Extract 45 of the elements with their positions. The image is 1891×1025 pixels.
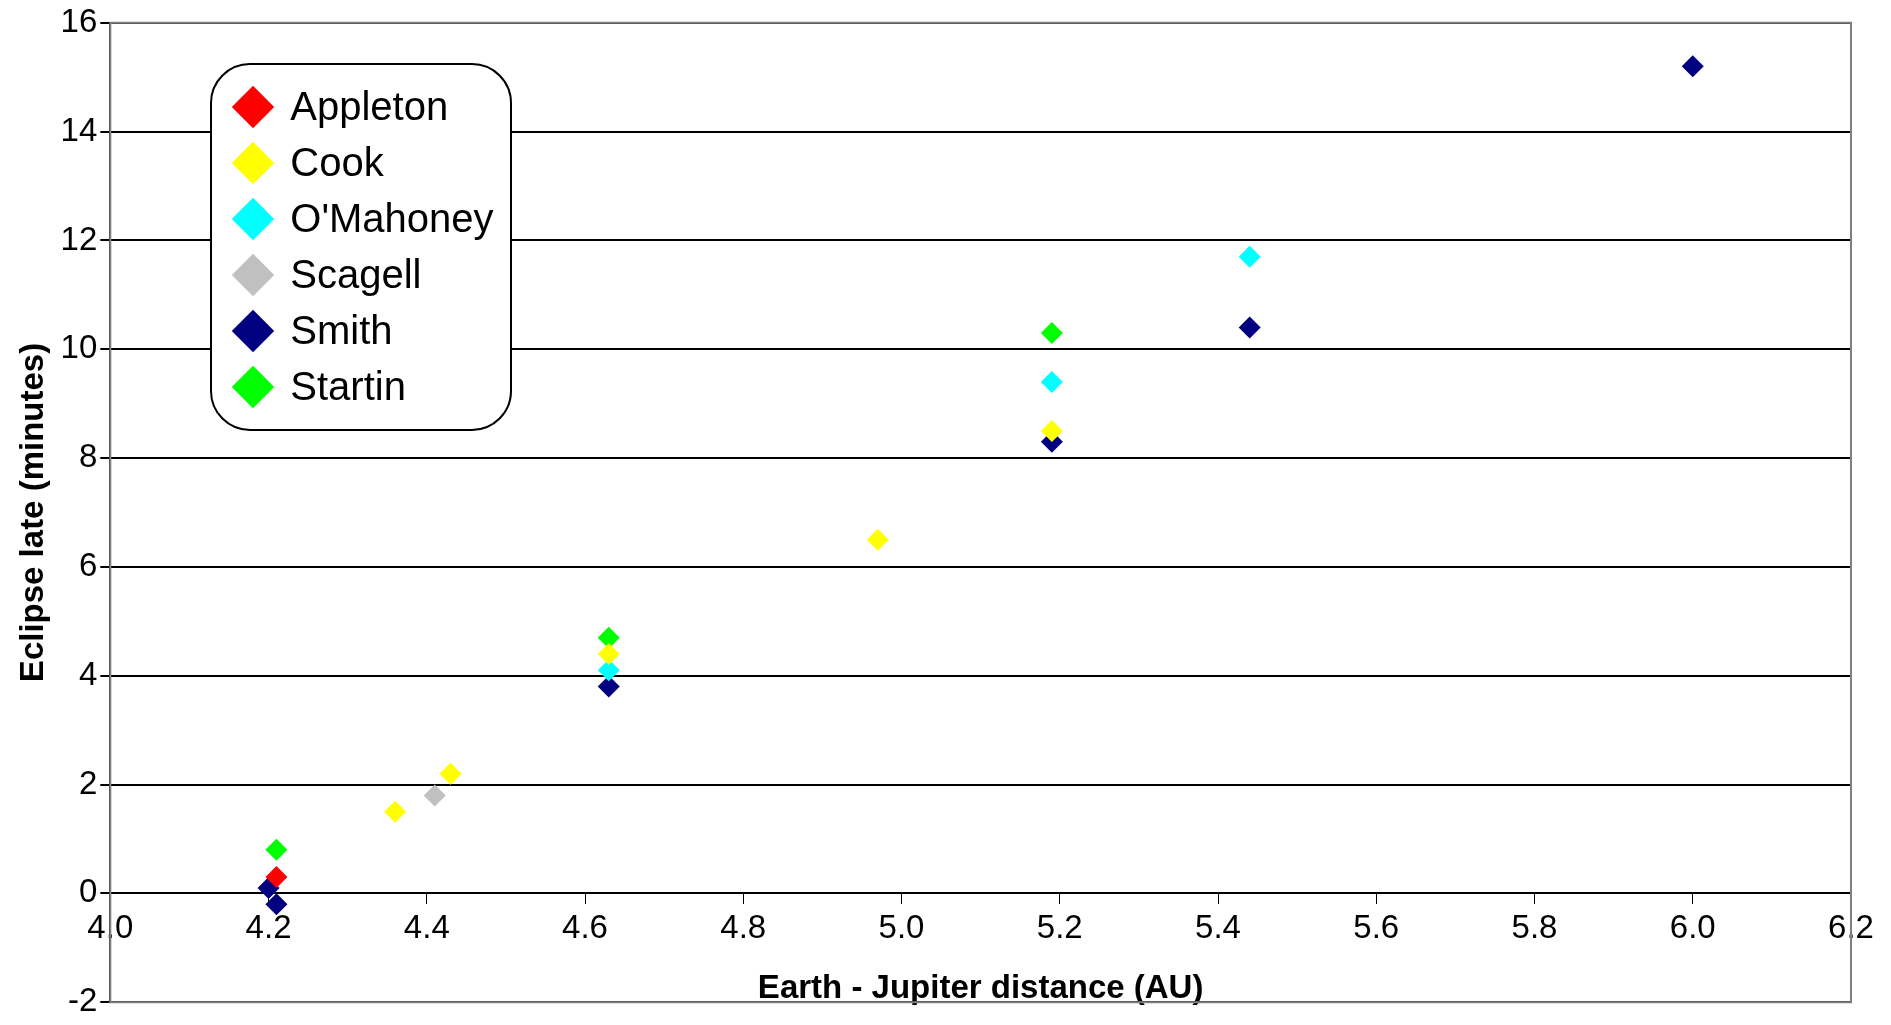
x-tick-label: 4.4	[403, 908, 450, 946]
point	[866, 528, 889, 551]
point	[1238, 316, 1261, 339]
point	[1238, 245, 1261, 268]
y-tick-label: 12	[60, 219, 98, 257]
y-tick-label: 0	[78, 872, 98, 910]
point	[597, 659, 620, 682]
legend-label: Startin	[290, 364, 406, 410]
point	[439, 762, 462, 785]
y-tick-label: 10	[60, 328, 98, 366]
x-tick-label: 5.4	[1195, 908, 1241, 946]
legend-label: Scagell	[290, 252, 422, 298]
point	[597, 626, 620, 649]
x-tick-label: 5.2	[1036, 908, 1083, 946]
y-tick-label: 8	[78, 437, 98, 475]
y-tick-label: 14	[60, 110, 98, 148]
x-tick-label: 5.6	[1353, 908, 1400, 946]
y-tick-label: 6	[78, 546, 98, 583]
x-tick-label: 4.6	[562, 908, 608, 946]
x-tick-label: 6.2	[1828, 908, 1874, 946]
x-tick-label: 5.0	[878, 908, 925, 946]
y-axis-title: Eclipse late (minutes)	[12, 342, 50, 683]
legend-label: Appleton	[290, 84, 449, 130]
point	[597, 642, 620, 665]
point	[265, 838, 288, 861]
y-tick-label: 16	[60, 1, 98, 39]
x-tick-label: 4.8	[720, 908, 767, 946]
point	[1040, 321, 1063, 344]
point	[1681, 55, 1704, 78]
y-tick-label: 4	[78, 654, 98, 692]
x-tick-label: 4.2	[245, 908, 292, 946]
y-tick-label: -2	[67, 981, 98, 1019]
legend-label: O'Mahoney	[290, 196, 494, 242]
point	[384, 800, 407, 823]
x-tick-label: 5.8	[1511, 908, 1558, 946]
legend-label: Smith	[290, 308, 393, 354]
y-tick-label: 2	[78, 763, 98, 801]
x-tick-label: 6.0	[1669, 908, 1716, 946]
point	[1040, 370, 1063, 393]
x-axis-title: Earth - Jupiter distance (AU)	[757, 967, 1204, 1005]
point	[265, 893, 288, 916]
point	[1040, 419, 1063, 442]
point	[265, 866, 288, 889]
point	[423, 784, 446, 807]
legend-label: Cook	[290, 140, 384, 186]
